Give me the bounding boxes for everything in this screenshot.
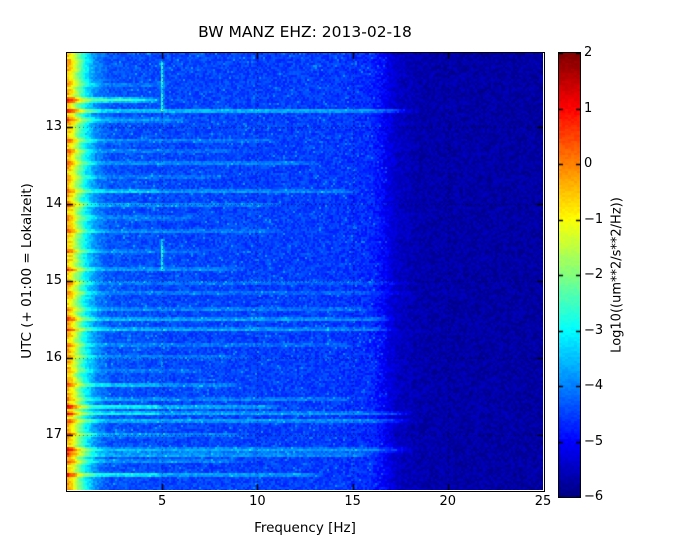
colorbar-canvas xyxy=(559,53,580,497)
colorbar-tick-label: −4 xyxy=(584,378,604,393)
colorbar-tick-label: −2 xyxy=(584,267,604,282)
y-tick-label: 15 xyxy=(45,273,62,289)
y-tick-label: 13 xyxy=(45,118,62,134)
y-tick-label: 17 xyxy=(45,427,62,443)
x-tick-label: 15 xyxy=(344,494,361,509)
x-tick-label: 10 xyxy=(249,494,266,509)
x-tick-label: 20 xyxy=(439,494,457,509)
x-tick-label: 25 xyxy=(534,494,552,509)
spectrogram-canvas xyxy=(67,53,543,490)
colorbar-tick-label: −5 xyxy=(584,433,604,449)
y-tick-label: 16 xyxy=(45,350,62,366)
colorbar-tick-label: 1 xyxy=(584,100,593,116)
colorbar-tick-label: 0 xyxy=(584,156,593,171)
plot-title: BW MANZ EHZ: 2013-02-18 xyxy=(198,23,412,41)
colorbar-tick-label: −6 xyxy=(584,489,604,504)
colorbar-tick-label: 2 xyxy=(584,45,593,60)
colorbar-tick-label: −3 xyxy=(584,322,604,338)
colorbar-tick-label: −1 xyxy=(584,211,604,227)
x-axis-label: Frequency [Hz] xyxy=(254,520,356,536)
x-tick-label: 5 xyxy=(158,494,167,509)
y-tick-label: 14 xyxy=(45,196,62,212)
